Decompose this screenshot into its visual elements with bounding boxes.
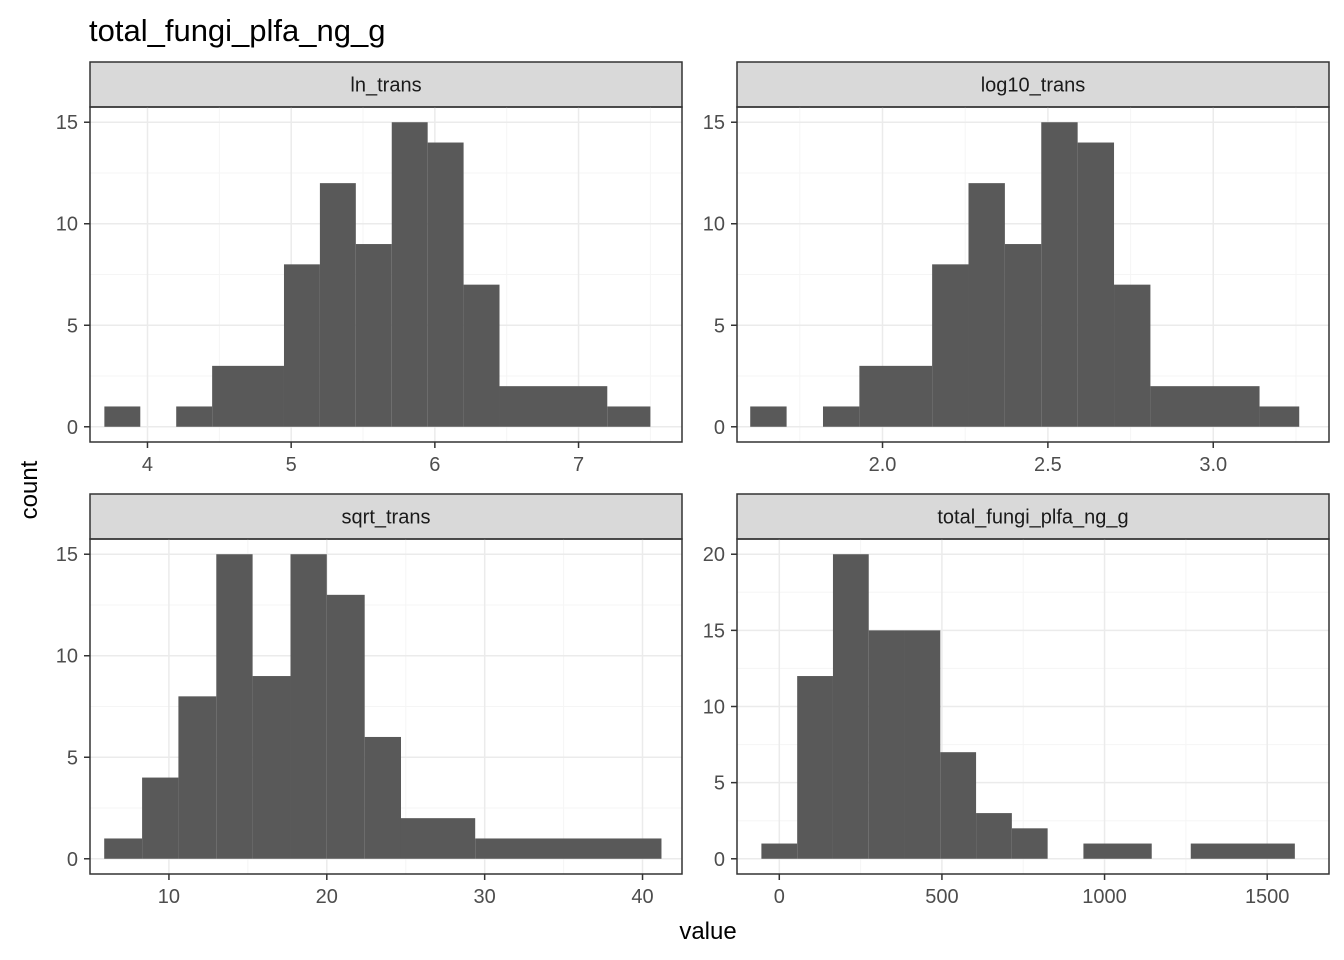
histogram-bar bbox=[216, 554, 253, 859]
x-tick-label: 500 bbox=[925, 886, 958, 908]
histogram-bar bbox=[1041, 122, 1078, 427]
x-tick-label: 5 bbox=[286, 454, 297, 476]
histogram-bar bbox=[463, 284, 500, 427]
facet-strip-label: ln_trans bbox=[350, 75, 421, 97]
histogram-bar bbox=[364, 736, 401, 859]
facet-panel-3: sqrt_trans 10 20 30 40 0 5 10 15 bbox=[56, 493, 683, 908]
y-tick-label: 5 bbox=[67, 315, 78, 337]
histogram-bar bbox=[822, 406, 860, 427]
histogram-bar bbox=[475, 838, 662, 859]
histogram-bar bbox=[319, 183, 356, 427]
histogram-bar bbox=[499, 386, 608, 427]
x-axis-title: value bbox=[679, 918, 736, 945]
histogram-bar bbox=[104, 406, 141, 427]
x-tick-label: 40 bbox=[631, 886, 653, 908]
x-tick-label: 6 bbox=[429, 454, 440, 476]
facet-strip-label: sqrt_trans bbox=[342, 507, 431, 529]
x-tick-label: 10 bbox=[158, 886, 180, 908]
histogram-bar bbox=[326, 594, 365, 859]
facet-strip bbox=[89, 493, 683, 540]
histogram-bar bbox=[868, 630, 905, 859]
histogram-bar bbox=[761, 843, 798, 859]
histogram-bar bbox=[178, 696, 217, 859]
y-tick-label: 5 bbox=[67, 747, 78, 769]
x-tick-label: 0 bbox=[774, 886, 785, 908]
y-tick-label: 5 bbox=[714, 315, 725, 337]
x-tick-label: 7 bbox=[573, 454, 584, 476]
histogram-bar bbox=[391, 122, 428, 427]
histogram-bar bbox=[104, 838, 143, 859]
histogram-bar bbox=[859, 365, 933, 427]
facet-strip bbox=[736, 61, 1330, 108]
y-tick-label: 10 bbox=[703, 697, 725, 719]
histogram-bar bbox=[252, 676, 291, 859]
histogram-bar bbox=[427, 142, 464, 427]
y-tick-label: 15 bbox=[56, 112, 78, 134]
y-tick-label: 0 bbox=[67, 417, 78, 439]
histogram-bar bbox=[1259, 406, 1300, 427]
histogram-bar bbox=[142, 777, 179, 859]
histogram-bar bbox=[1083, 843, 1152, 859]
panel-border bbox=[89, 106, 683, 443]
panel-border bbox=[736, 106, 1330, 443]
figure-title: total_fungi_plfa_ng_g bbox=[89, 13, 385, 48]
histogram-bar bbox=[1114, 284, 1151, 427]
histogram-bar bbox=[832, 554, 869, 859]
histogram-bar bbox=[797, 676, 833, 859]
histogram-bar bbox=[176, 406, 213, 427]
histogram-bar bbox=[212, 365, 284, 427]
histogram-bar bbox=[940, 752, 977, 859]
histogram-bar bbox=[355, 244, 392, 427]
y-tick-label: 15 bbox=[703, 620, 725, 642]
x-tick-label: 1500 bbox=[1245, 886, 1290, 908]
y-axis-title: count bbox=[16, 460, 43, 519]
histogram-bar bbox=[976, 813, 1012, 859]
histogram-bar bbox=[750, 406, 787, 427]
x-tick-label: 20 bbox=[316, 886, 338, 908]
histogram-bar bbox=[1150, 386, 1260, 427]
facet-panel-4: total_fungi_plfa_ng_g 0 500 1000 1500 0 5 10 15 2… bbox=[703, 493, 1330, 908]
facet-strip bbox=[736, 493, 1330, 540]
facet-panel-2: log10_trans 2.0 2.5 3.0 0 5 10 15 bbox=[703, 61, 1330, 476]
x-tick-label: 4 bbox=[142, 454, 153, 476]
histogram-bar bbox=[1077, 142, 1115, 427]
y-tick-label: 15 bbox=[703, 112, 725, 134]
y-tick-label: 0 bbox=[67, 849, 78, 871]
histogram-bar bbox=[1004, 244, 1042, 427]
histogram-bar bbox=[904, 630, 941, 859]
y-tick-label: 5 bbox=[714, 773, 725, 795]
histogram-bar bbox=[932, 264, 969, 427]
facet-panels: ln_trans 4 5 6 7 0 5 10 15 log10_trans 2.0 2.5 3.0 0 5… bbox=[56, 61, 1330, 908]
y-tick-label: 0 bbox=[714, 849, 725, 871]
y-tick-label: 10 bbox=[56, 646, 78, 668]
y-tick-label: 10 bbox=[56, 214, 78, 236]
histogram-bar bbox=[1190, 843, 1295, 859]
facet-panel-1: ln_trans 4 5 6 7 0 5 10 15 bbox=[56, 61, 683, 476]
y-tick-label: 15 bbox=[56, 544, 78, 566]
facet-strip-label: log10_trans bbox=[981, 75, 1086, 97]
y-tick-label: 20 bbox=[703, 544, 725, 566]
y-tick-label: 10 bbox=[703, 214, 725, 236]
y-tick-label: 0 bbox=[714, 417, 725, 439]
panel-border bbox=[89, 538, 683, 875]
x-tick-label: 2.5 bbox=[1034, 454, 1062, 476]
histogram-bar bbox=[607, 406, 651, 427]
x-tick-label: 1000 bbox=[1082, 886, 1127, 908]
facet-strip bbox=[89, 61, 683, 108]
x-tick-label: 3.0 bbox=[1199, 454, 1227, 476]
histogram-bar bbox=[968, 183, 1005, 427]
histogram-bar bbox=[400, 818, 476, 859]
x-tick-label: 30 bbox=[474, 886, 496, 908]
x-tick-label: 2.0 bbox=[869, 454, 897, 476]
histogram-bar bbox=[1011, 828, 1048, 859]
histogram-bar bbox=[283, 264, 320, 427]
facet-strip-label: total_fungi_plfa_ng_g bbox=[937, 507, 1128, 529]
histogram-bar bbox=[290, 554, 327, 859]
